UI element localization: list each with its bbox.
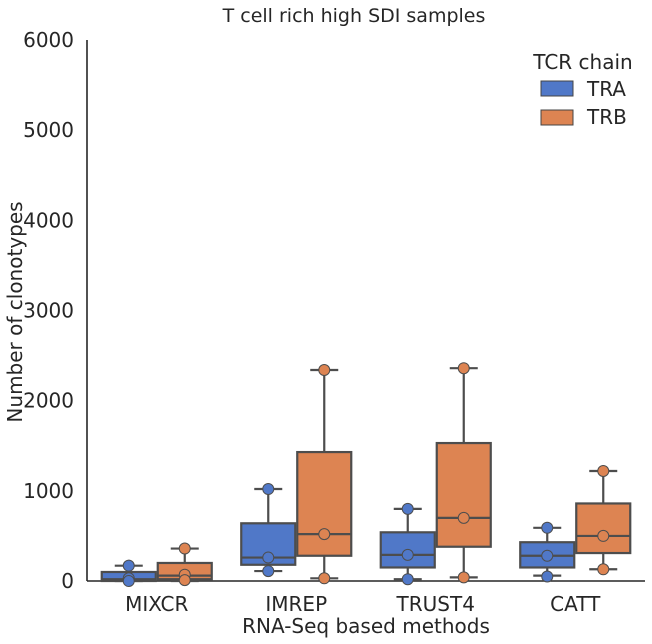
box-iqr	[435, 441, 492, 548]
legend: TCR chain TRA TRB	[532, 50, 632, 129]
chart-title: T cell rich high SDI samples	[222, 5, 486, 27]
y-axis: 0 1000 2000 3000 4000 5000 6000	[23, 28, 88, 593]
y-tick-label: 6000	[23, 28, 74, 52]
data-point	[262, 483, 275, 496]
legend-title: TCR chain	[532, 50, 632, 74]
box-trb-imrep	[296, 364, 353, 585]
x-tick-label: MIXCR	[125, 592, 188, 616]
box-iqr	[575, 502, 632, 555]
data-point	[262, 565, 275, 578]
data-point	[178, 542, 191, 555]
box-tra-mixcr	[100, 559, 157, 587]
x-axis: MIXCR IMREP TRUST4 CATT	[87, 580, 645, 616]
data-point	[178, 574, 191, 587]
x-tick-label: IMREP	[265, 592, 327, 616]
plot-area	[100, 362, 632, 587]
x-tick-label: TRUST4	[396, 592, 475, 616]
data-point	[318, 364, 331, 377]
box-tra-trust4	[379, 502, 436, 586]
legend-swatch-trb	[540, 109, 574, 126]
box-trb-catt	[575, 464, 632, 576]
legend-label-trb: TRB	[586, 105, 627, 129]
data-point	[262, 551, 275, 564]
legend-label-tra: TRA	[586, 77, 626, 101]
data-point	[318, 528, 331, 541]
box-tra-imrep	[240, 483, 297, 578]
y-tick-label: 3000	[23, 299, 74, 323]
y-axis-title: Number of clonotypes	[3, 201, 27, 422]
data-point	[457, 571, 470, 584]
y-tick-label: 2000	[23, 389, 74, 413]
y-tick-label: 4000	[23, 208, 74, 232]
data-point	[541, 570, 554, 583]
box-trb-trust4	[435, 362, 492, 584]
x-tick-label: CATT	[550, 592, 601, 616]
data-point	[457, 511, 470, 524]
y-tick-label: 1000	[23, 479, 74, 503]
data-point	[401, 548, 414, 561]
data-point	[122, 559, 135, 572]
data-point	[457, 362, 470, 375]
data-point	[597, 563, 610, 576]
y-tick-label: 5000	[23, 118, 74, 142]
data-point	[541, 549, 554, 562]
x-axis-title: RNA-Seq based methods	[242, 614, 490, 638]
legend-swatch-tra	[540, 80, 574, 97]
data-point	[597, 529, 610, 542]
data-point	[401, 573, 414, 586]
data-point	[597, 464, 610, 477]
data-point	[401, 502, 414, 515]
data-point	[122, 575, 135, 587]
data-point	[541, 521, 554, 534]
data-point	[318, 572, 331, 585]
y-tick-label: 0	[61, 569, 74, 593]
box-iqr	[296, 450, 353, 557]
box-trb-mixcr	[156, 542, 213, 587]
box-tra-catt	[519, 521, 576, 583]
